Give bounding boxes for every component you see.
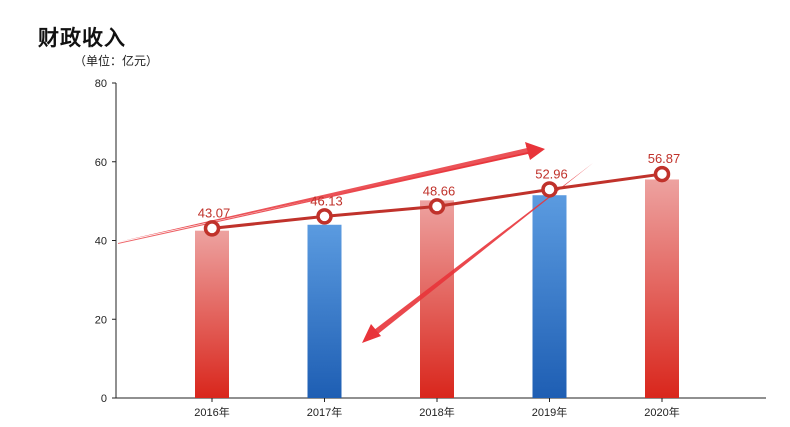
line-point-marker <box>428 198 446 215</box>
x-tick-label: 2020年 <box>644 405 679 419</box>
x-tick-label: 2017年 <box>307 405 342 419</box>
data-labels-layer: 43.07 46.13 48.66 52.96 56.87 <box>198 151 681 220</box>
line-point-marker <box>541 181 558 198</box>
trend-arrows-layer <box>118 142 593 343</box>
data-label: 52.96 <box>535 166 568 181</box>
chart-unit-label: （单位：亿元） <box>74 54 159 68</box>
trend-arrow-up-icon <box>118 146 543 244</box>
y-tick-label: 80 <box>95 78 107 90</box>
data-label: 56.87 <box>648 151 681 166</box>
y-tick-label: 60 <box>95 157 107 169</box>
line-point-marker <box>203 220 221 237</box>
x-tick-label: 2018年 <box>419 405 454 419</box>
data-label: 43.07 <box>198 205 231 220</box>
bars-layer <box>195 179 679 398</box>
trend-arrow-down-head <box>362 324 381 343</box>
bar-red <box>645 179 679 398</box>
bar-red <box>420 200 454 398</box>
line-point-marker <box>653 165 671 183</box>
data-label: 46.13 <box>310 193 343 208</box>
bar-blue <box>532 195 567 398</box>
chart-title: 财政收入 <box>38 26 126 50</box>
bar-red <box>195 230 229 398</box>
y-tick-label: 20 <box>95 314 107 326</box>
y-tick-label: 40 <box>95 236 107 248</box>
trend-arrow-up-shaft <box>118 148 529 242</box>
trend-arrow-down-shaft <box>374 163 593 334</box>
x-tick-label: 2019年 <box>532 405 567 419</box>
line-point-marker <box>316 208 333 225</box>
line-series-layer <box>203 165 671 237</box>
bar-blue <box>307 224 342 398</box>
x-tick-label: 2016年 <box>194 405 229 419</box>
data-label: 48.66 <box>423 183 456 198</box>
y-tick-label: 0 <box>101 393 107 405</box>
trend-arrow-up-head <box>525 142 545 160</box>
